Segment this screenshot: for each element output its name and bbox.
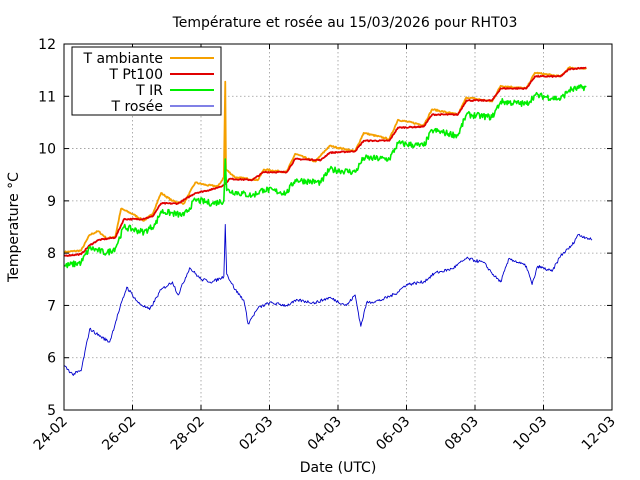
y-tick-label: 10 [38,142,56,158]
y-tick-label: 6 [47,351,56,367]
x-axis-label: Date (UTC) [300,460,377,476]
y-tick-label: 12 [38,37,56,53]
y-tick-label: 11 [38,89,56,105]
series-line-2 [63,84,587,269]
legend-label: T rosée [110,99,163,115]
series-group [63,66,593,376]
y-axis-label: Temperature °C [6,172,22,283]
y-tick-label: 9 [47,194,56,210]
chart-title: Température et rosée au 15/03/2026 pour … [172,15,518,31]
y-tick-label: 8 [47,246,56,262]
y-tick-label: 7 [47,298,56,314]
series-line-1 [63,66,587,257]
legend-label: T ambiante [82,51,163,67]
series-line-3 [63,223,593,376]
legend-label: T IR [135,83,163,99]
y-tick-label: 5 [47,403,56,419]
legend-label: T Pt100 [108,67,163,83]
series-line-0 [63,66,587,254]
